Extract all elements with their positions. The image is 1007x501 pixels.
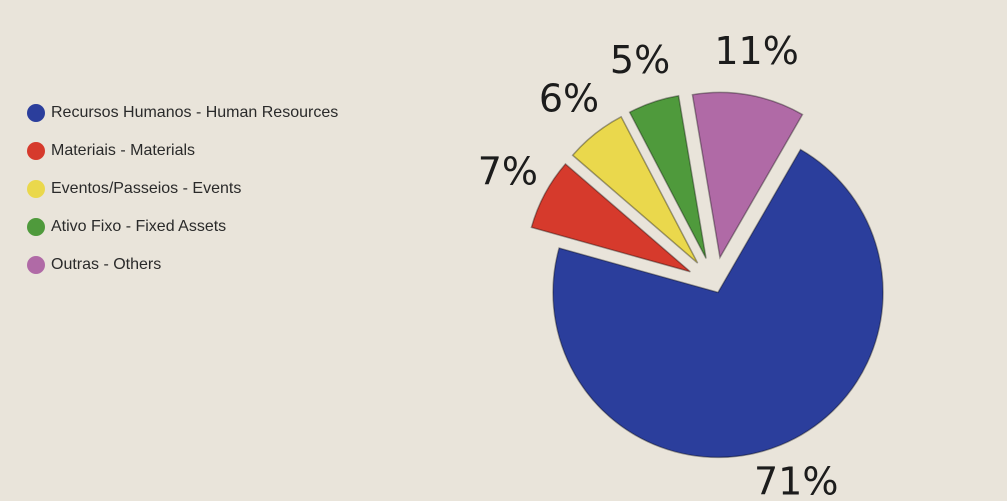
pie-slice	[571, 115, 699, 264]
legend-label: Recursos Humanos - Human Resources	[51, 104, 338, 121]
pie-slice	[628, 94, 707, 259]
legend-marker	[27, 256, 45, 274]
slice-label: 6%	[539, 76, 599, 120]
pie-slice	[691, 91, 804, 260]
legend-label: Materiais - Materials	[51, 142, 195, 159]
pie-slice	[530, 162, 691, 273]
slice-label: 11%	[714, 29, 798, 73]
slice-label: 5%	[610, 38, 670, 82]
legend-label: Eventos/Passeios - Events	[51, 180, 241, 197]
legend-marker	[27, 104, 45, 122]
pie-slice	[552, 148, 884, 459]
slice-label: 71%	[754, 460, 838, 501]
legend-label: Outras - Others	[51, 256, 161, 273]
legend-marker	[27, 142, 45, 160]
legend-marker	[27, 218, 45, 236]
legend-label: Ativo Fixo - Fixed Assets	[51, 218, 226, 235]
slice-label: 7%	[478, 149, 538, 193]
legend-marker	[27, 180, 45, 198]
